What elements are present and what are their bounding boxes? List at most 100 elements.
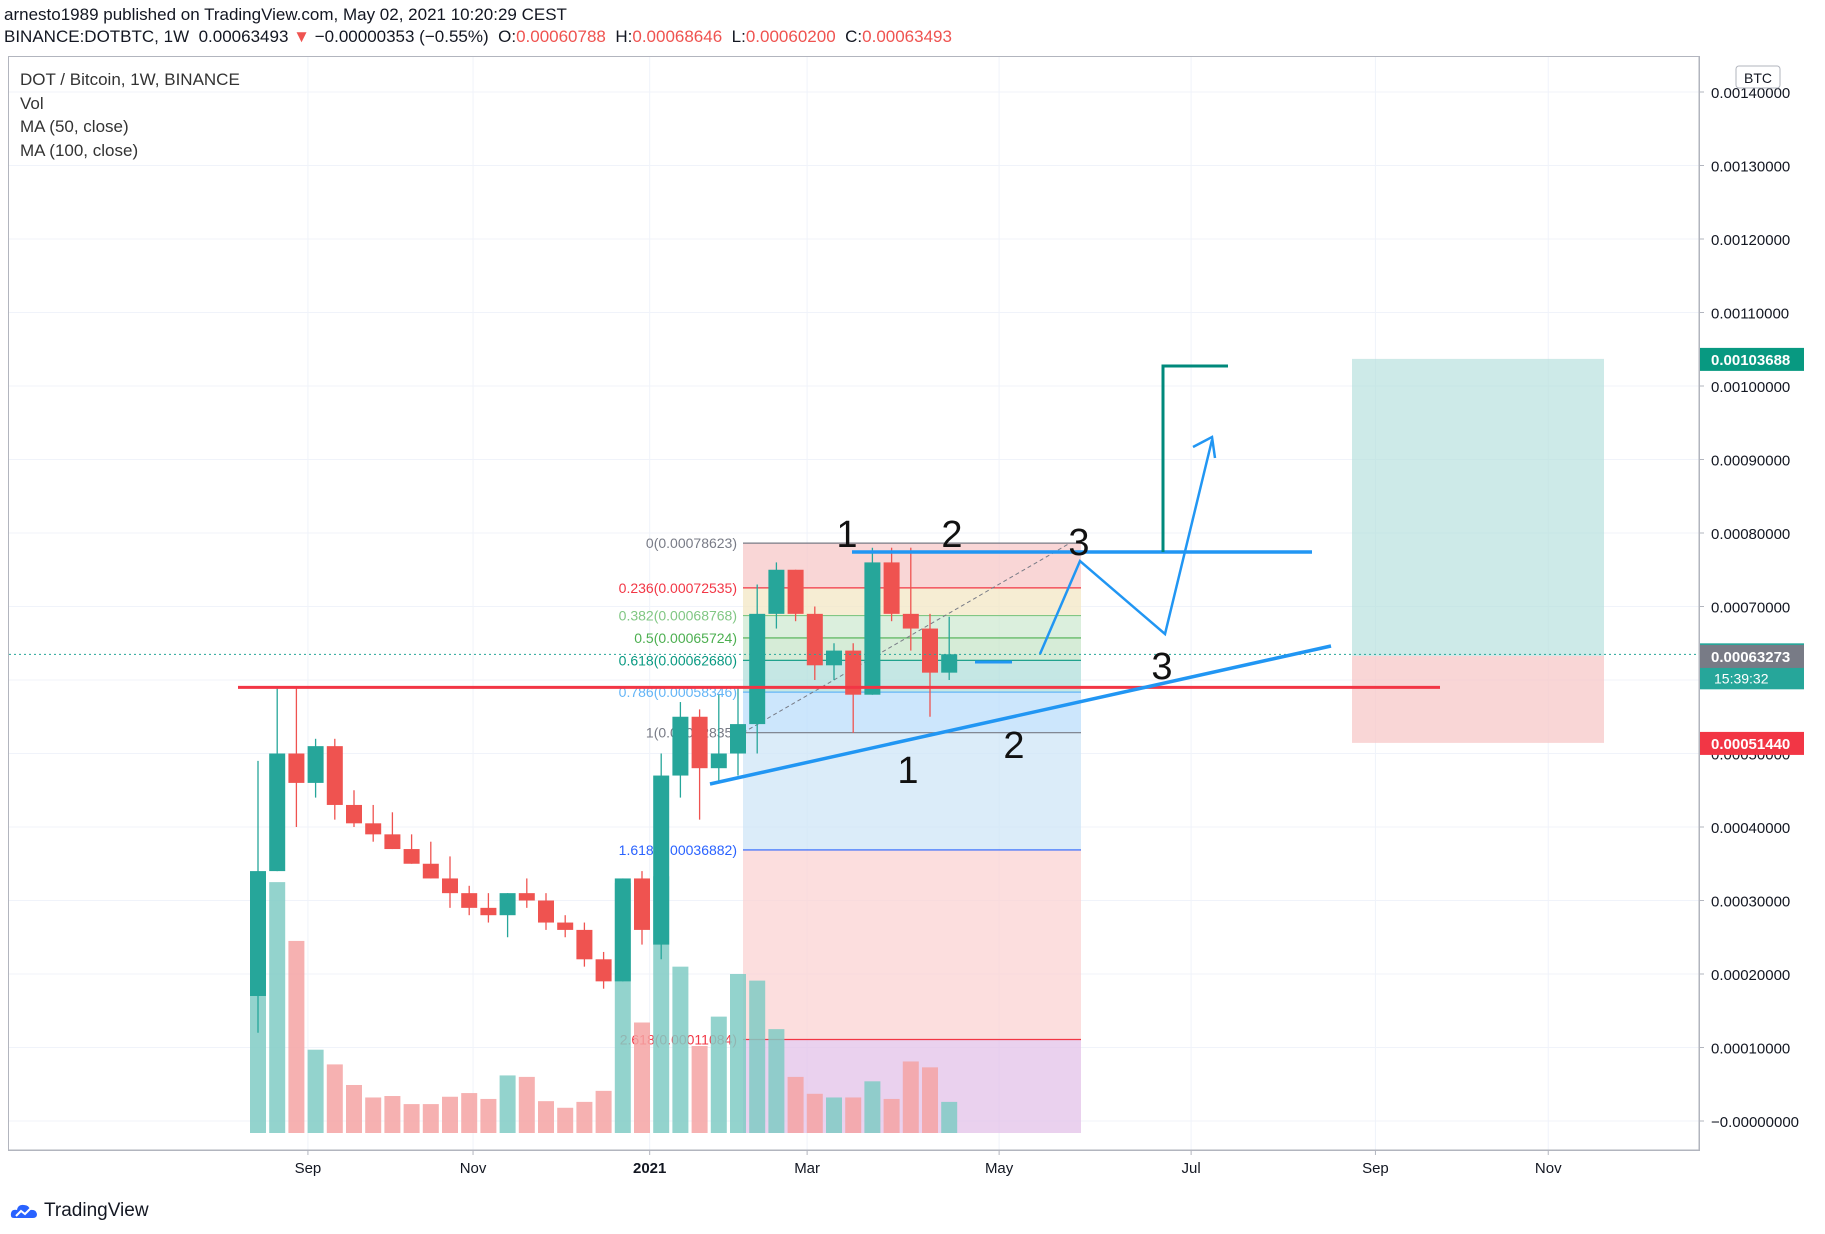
fib-zone [743,637,1081,661]
volume-bar [480,1098,497,1133]
currency-badge: BTC [1735,65,1781,89]
volume-bar [845,1097,862,1133]
wave-label: 3 [1068,522,1089,564]
volume-bar [538,1101,554,1133]
fib-level-label: 0.618(0.00062680) [619,652,737,668]
volume-bar [595,1090,612,1133]
volume-bar [403,1104,420,1133]
candle-body [634,878,650,930]
candle-body [518,893,535,901]
currency-badge-box [1735,65,1781,89]
price-tag-value: 0.00051440 [1711,736,1790,753]
volume-bar [326,1064,343,1133]
candle-body [403,849,420,864]
time-tick-label: Nov [1535,1160,1562,1177]
volume-bar [269,882,286,1133]
volume-bar [307,1049,324,1133]
down-arrow-icon: ▼ [293,27,310,46]
volume-bar [864,1081,881,1133]
position-loss-zone [1352,655,1604,743]
price-tag: 0.00051440 [1700,731,1804,755]
candle-body [845,650,862,695]
candle-body [768,569,785,614]
candle-body [787,569,804,614]
volume-bar [288,940,305,1133]
candle-body [653,775,670,945]
legend-title[interactable]: DOT / Bitcoin, 1W, BINANCE [20,70,240,89]
candle-body [595,959,612,982]
candle-body [576,929,593,960]
candle-body [442,878,458,894]
candle-body [499,893,516,916]
fib-level-label: 1.618(0.00036882) [619,842,737,858]
legend-ma100[interactable]: MA (100, close) [20,140,139,160]
volume-bar [461,1093,478,1133]
volume-bar [518,1076,535,1133]
candle-body [288,753,305,783]
open-value: 0.00060788 [516,27,606,46]
price-tag-bg [1700,347,1804,371]
volume-bar [557,1107,574,1133]
candle-body [461,893,478,908]
volume-bar [422,1104,439,1133]
fib-zone [743,849,1081,1040]
candle-body [710,753,727,769]
volume-bar [710,1016,727,1133]
volume-bar [672,966,689,1133]
time-tick-label: Sep [295,1160,322,1177]
price-tick-label: 0.00090000 [1711,453,1790,470]
fib-level-label: 0.382(0.00068768) [619,608,737,624]
candle-body [864,562,881,695]
candle-body [557,922,574,930]
low-label: L: [731,27,746,46]
volume-bar [576,1101,593,1133]
volume-bar [922,1067,938,1133]
high-value: 0.00068646 [632,27,723,46]
candle-body [902,613,919,629]
tradingview-logo[interactable]: TradingView [10,1200,149,1222]
volume-bar [806,1093,823,1133]
price-tick-label: 0.00100000 [1711,379,1790,396]
brand-name: TradingView [44,1200,149,1221]
currency-label: BTC [1744,70,1772,86]
volume-bar [250,996,266,1133]
price-tick-label: −0.00000000 [1711,1114,1799,1131]
price-tick-label: 0.00080000 [1711,526,1790,543]
candle-body [691,716,708,769]
price-tag: 0.00063273 [1700,644,1804,668]
price-tick-label: 0.00130000 [1711,159,1790,176]
cloud-icon [10,1204,38,1218]
price-tick-label: 0.00110000 [1711,306,1789,323]
candle-body [307,746,324,783]
price-tag: 0.00103688 [1700,347,1804,371]
volume-bar [826,1097,842,1133]
symbol-name[interactable]: BINANCE:DOTBTC, 1W [4,27,190,46]
time-tick-label: Sep [1362,1160,1389,1177]
time-tick-label: May [985,1160,1014,1177]
fib-zone [743,732,1081,850]
volume-bar [749,980,766,1133]
volume-bar [902,1061,919,1133]
price-tick-label: 0.00120000 [1711,232,1790,249]
volume-bar [365,1097,382,1133]
fib-level-label: 1(0.00052835) [646,725,737,741]
fib-level-label: 0(0.00078623) [646,535,737,551]
volume-bar [768,1029,785,1133]
indicator-legend: DOT / Bitcoin, 1W, BINANCE Vol MA (50, c… [20,68,240,162]
price-tick-label: 0.00020000 [1711,967,1790,984]
volume-bar [634,1022,650,1133]
legend-ma50[interactable]: MA (50, close) [20,117,129,136]
price-tag-value: 0.00103688 [1711,352,1790,369]
candle-body [269,753,286,872]
close-value: 0.00063493 [862,27,952,46]
legend-vol[interactable]: Vol [20,93,44,113]
trendline [709,644,1332,786]
price-tag-bg [1700,731,1804,755]
candle-body [326,746,343,805]
target-bracket [1161,364,1228,552]
price-tick-label: 0.00010000 [1711,1041,1790,1058]
position-profit-zone [1352,358,1604,656]
projection-path [1038,439,1214,655]
volume-bar [883,1098,900,1133]
